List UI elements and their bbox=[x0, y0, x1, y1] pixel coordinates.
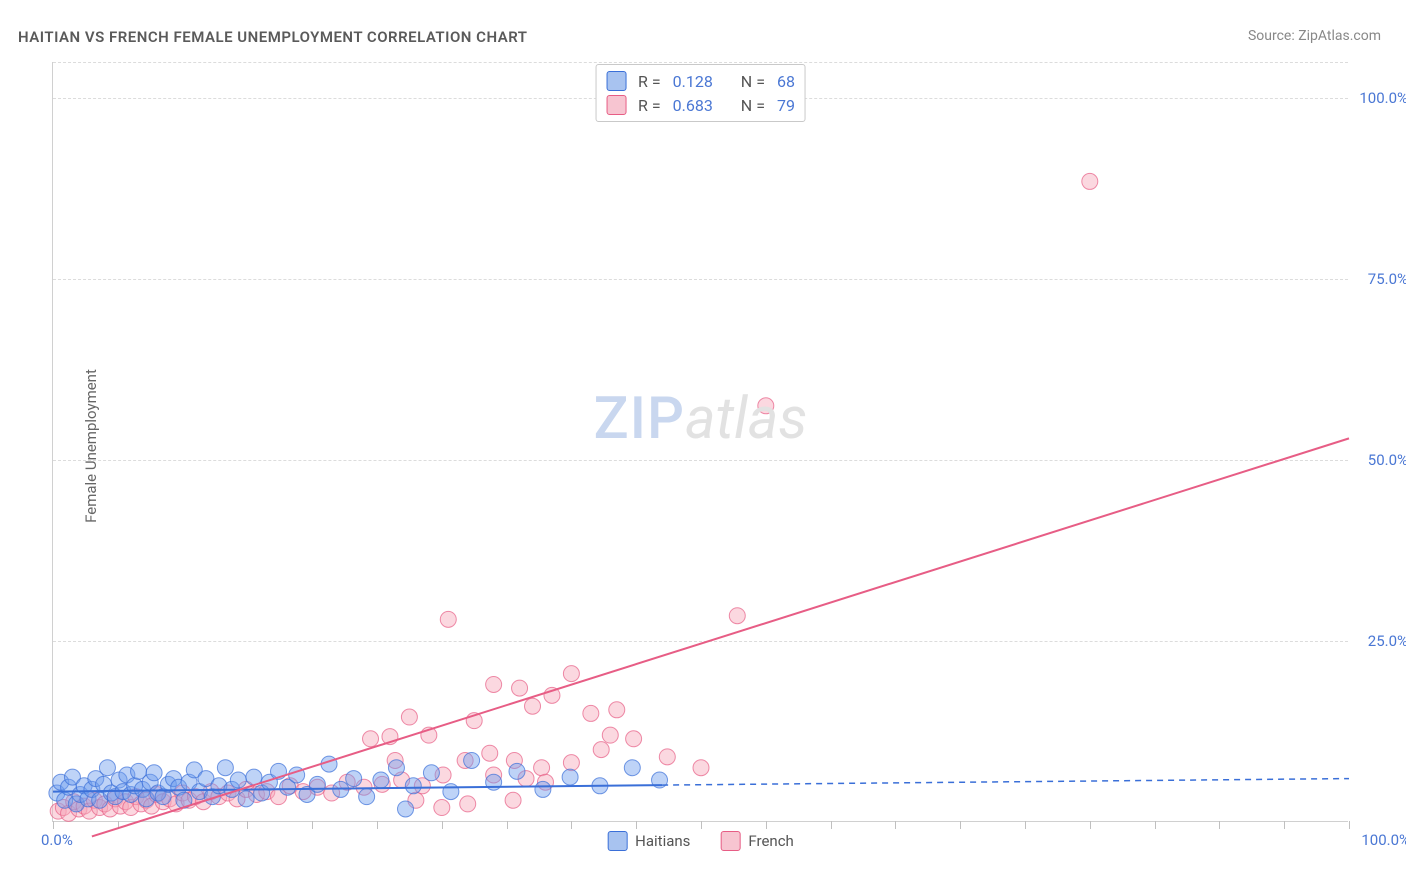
data-point bbox=[512, 680, 528, 696]
scatter-svg bbox=[53, 62, 1348, 821]
x-tick bbox=[247, 821, 248, 829]
r-label: R = bbox=[638, 72, 661, 91]
legend-item-haitians: Haitians bbox=[607, 831, 690, 851]
data-point bbox=[562, 769, 578, 785]
x-tick bbox=[53, 821, 54, 829]
x-tick bbox=[960, 821, 961, 829]
x-tick-label-max: 100.0% bbox=[1361, 831, 1406, 849]
data-point bbox=[659, 749, 675, 765]
x-tick bbox=[377, 821, 378, 829]
chart-title: HAITIAN VS FRENCH FEMALE UNEMPLOYMENT CO… bbox=[18, 28, 528, 46]
data-point bbox=[624, 760, 640, 776]
data-point bbox=[146, 765, 162, 781]
x-tick bbox=[1155, 821, 1156, 829]
x-tick bbox=[766, 821, 767, 829]
x-tick bbox=[831, 821, 832, 829]
data-point bbox=[534, 760, 550, 776]
x-tick bbox=[507, 821, 508, 829]
data-point bbox=[217, 760, 233, 776]
legend-label-haitians: Haitians bbox=[635, 832, 690, 850]
data-point bbox=[398, 801, 414, 817]
data-point bbox=[423, 765, 439, 781]
r-label: R = bbox=[638, 96, 661, 115]
x-tick bbox=[1090, 821, 1091, 829]
data-point bbox=[535, 781, 551, 797]
x-tick bbox=[183, 821, 184, 829]
data-point bbox=[363, 731, 379, 747]
data-point bbox=[1082, 173, 1098, 189]
y-tick-label: 25.0% bbox=[1358, 632, 1406, 650]
data-point bbox=[693, 760, 709, 776]
source-link[interactable]: ZipAtlas.com bbox=[1298, 28, 1381, 44]
swatch-haitians bbox=[606, 71, 626, 91]
x-tick bbox=[636, 821, 637, 829]
data-point bbox=[440, 611, 456, 627]
trend-line-extrapolated bbox=[662, 779, 1349, 786]
x-tick bbox=[1025, 821, 1026, 829]
data-point bbox=[602, 727, 618, 743]
n-value-haitians: 68 bbox=[777, 72, 795, 91]
plot-area: ZIPatlas 25.0%50.0%75.0%100.0% 0.0% 100.… bbox=[52, 62, 1348, 822]
data-point bbox=[505, 792, 521, 808]
y-tick-label: 75.0% bbox=[1358, 270, 1406, 288]
data-point bbox=[309, 776, 325, 792]
swatch-french bbox=[606, 95, 626, 115]
x-tick bbox=[895, 821, 896, 829]
data-point bbox=[563, 755, 579, 771]
x-tick bbox=[1349, 821, 1350, 829]
y-tick-label: 50.0% bbox=[1358, 451, 1406, 469]
data-point bbox=[373, 772, 389, 788]
data-point bbox=[405, 778, 421, 794]
data-point bbox=[729, 608, 745, 624]
data-point bbox=[346, 771, 362, 787]
data-point bbox=[401, 709, 417, 725]
x-tick bbox=[571, 821, 572, 829]
data-point bbox=[388, 760, 404, 776]
swatch-haitians bbox=[607, 831, 627, 851]
data-point bbox=[509, 763, 525, 779]
x-tick-label-min: 0.0% bbox=[41, 831, 73, 849]
data-point bbox=[460, 796, 476, 812]
swatch-french bbox=[720, 831, 740, 851]
trend-line bbox=[92, 438, 1349, 836]
n-label: N = bbox=[741, 96, 765, 115]
source-label: Source: bbox=[1248, 28, 1295, 44]
x-tick bbox=[442, 821, 443, 829]
data-point bbox=[583, 705, 599, 721]
data-point bbox=[443, 784, 459, 800]
data-point bbox=[359, 789, 375, 805]
source-attribution: Source: ZipAtlas.com bbox=[1248, 28, 1381, 44]
data-point bbox=[525, 698, 541, 714]
data-point bbox=[609, 702, 625, 718]
data-point bbox=[593, 742, 609, 758]
r-value-haitians: 0.128 bbox=[673, 72, 713, 91]
data-point bbox=[230, 772, 246, 788]
x-tick bbox=[701, 821, 702, 829]
data-point bbox=[486, 676, 502, 692]
legend-label-french: French bbox=[748, 832, 793, 850]
data-point bbox=[626, 731, 642, 747]
series-legend: Haitians French bbox=[607, 831, 794, 851]
stats-row-haitians: R = 0.128 N = 68 bbox=[606, 69, 795, 93]
data-point bbox=[238, 791, 254, 807]
x-tick bbox=[312, 821, 313, 829]
r-value-french: 0.683 bbox=[673, 96, 713, 115]
y-tick-label: 100.0% bbox=[1358, 89, 1406, 107]
data-point bbox=[464, 752, 480, 768]
data-point bbox=[563, 666, 579, 682]
n-label: N = bbox=[741, 72, 765, 91]
stats-legend: R = 0.128 N = 68 R = 0.683 N = 79 bbox=[595, 64, 806, 122]
x-tick bbox=[1219, 821, 1220, 829]
data-point bbox=[758, 398, 774, 414]
legend-item-french: French bbox=[720, 831, 793, 851]
stats-row-french: R = 0.683 N = 79 bbox=[606, 93, 795, 117]
x-tick bbox=[1284, 821, 1285, 829]
n-value-french: 79 bbox=[777, 96, 795, 115]
data-point bbox=[434, 800, 450, 816]
data-point bbox=[99, 760, 115, 776]
data-point bbox=[482, 745, 498, 761]
